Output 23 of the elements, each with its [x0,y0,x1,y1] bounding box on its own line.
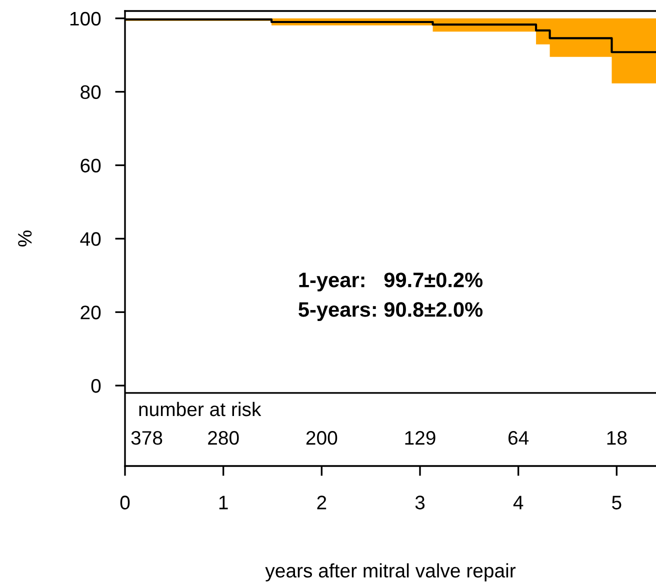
annotation: 378 [131,431,162,445]
y-tick-label: 40 [80,232,101,246]
x-axis-title: years after mitral valve repair [265,563,516,582]
annotation: 1-year: 99.7±0.2% [299,272,483,292]
y-tick-label: 100 [70,12,101,26]
annotation: 5-years: 90.8±2.0% [298,302,483,322]
x-tick-label: 1 [219,496,228,510]
annotation: 64 [508,431,529,445]
annotation: 18 [607,431,627,445]
y-tick-label: 80 [80,85,101,100]
x-tick-label: 4 [513,496,524,510]
annotation: 200 [306,431,338,445]
x-tick-label: 0 [120,496,130,510]
y-tick-label: 20 [80,306,101,320]
y-tick-label: 0 [91,379,101,393]
x-tick-label: 3 [415,496,425,510]
x-tick-label: 5 [612,496,622,510]
x-tick-label: 2 [317,496,326,510]
annotation: number at risk [139,402,262,416]
y-axis-title: % [18,230,32,246]
annotation: 280 [208,431,239,445]
annotation: 129 [405,431,436,445]
y-tick-label: 60 [80,158,101,172]
